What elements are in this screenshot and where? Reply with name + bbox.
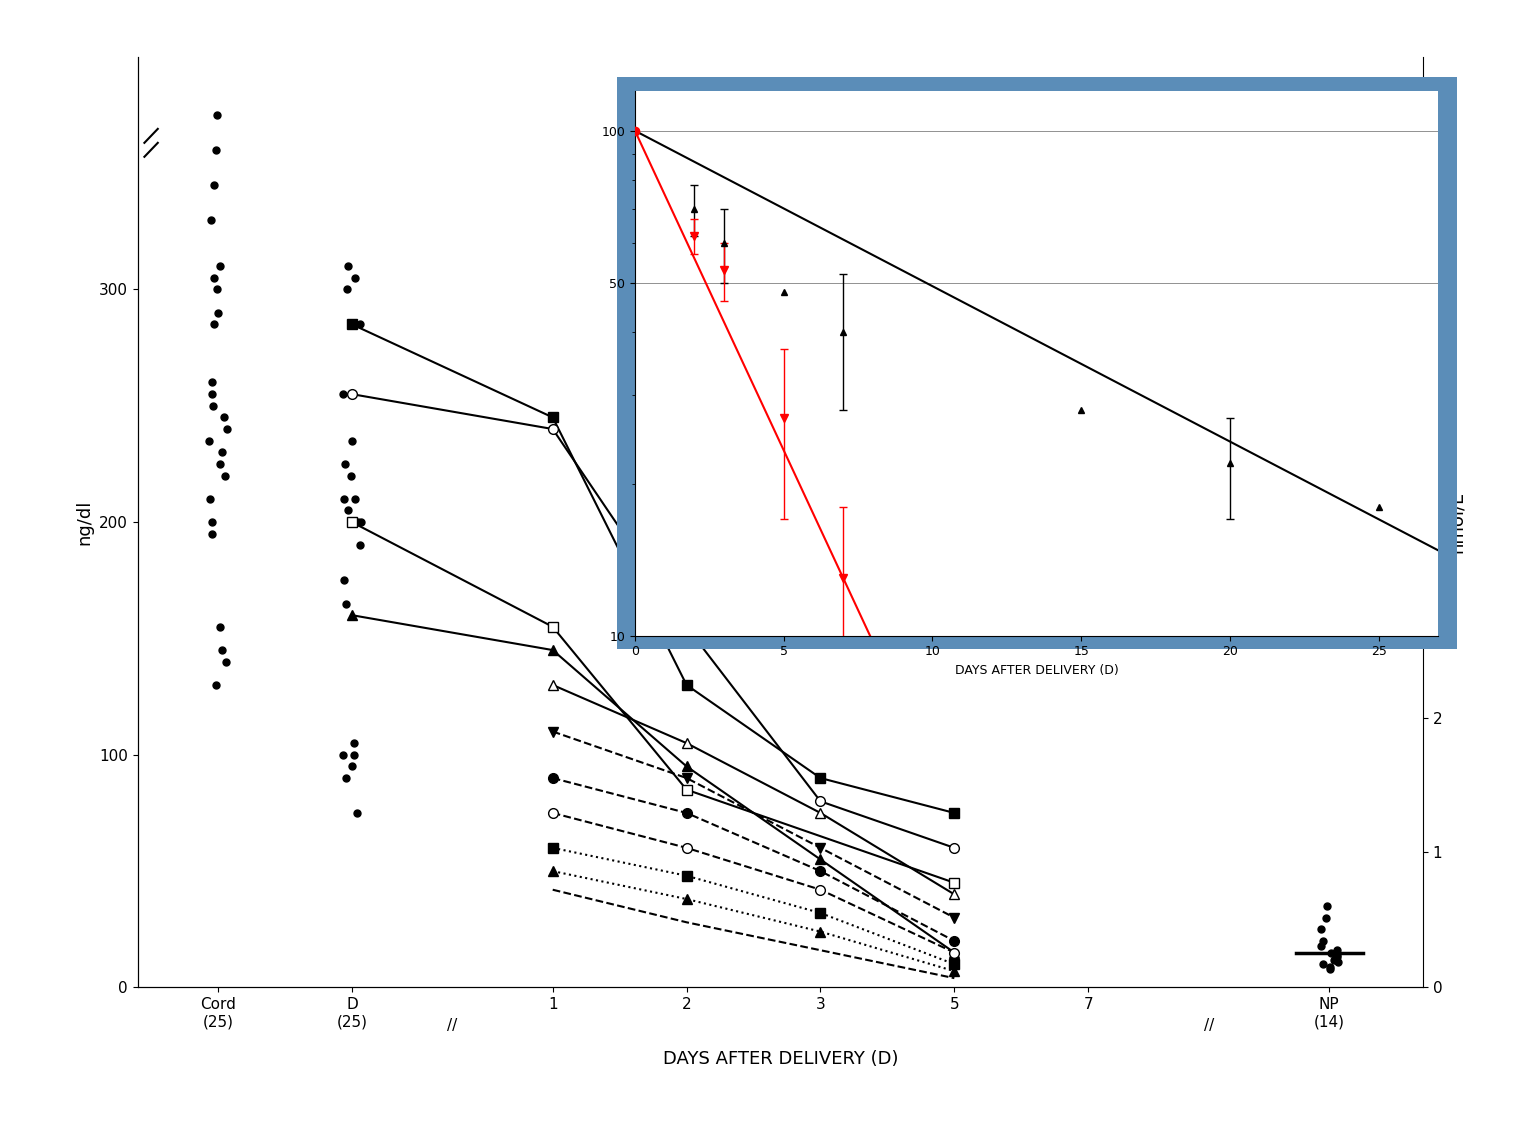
Y-axis label: ng/dl: ng/dl (75, 499, 93, 545)
Y-axis label: nmol/L: nmol/L (1447, 491, 1466, 553)
Text: //: // (1204, 1018, 1213, 1033)
X-axis label: DAYS AFTER DELIVERY (D): DAYS AFTER DELIVERY (D) (662, 1050, 898, 1068)
Text: //: // (447, 1018, 457, 1033)
X-axis label: DAYS AFTER DELIVERY (D): DAYS AFTER DELIVERY (D) (955, 664, 1118, 676)
